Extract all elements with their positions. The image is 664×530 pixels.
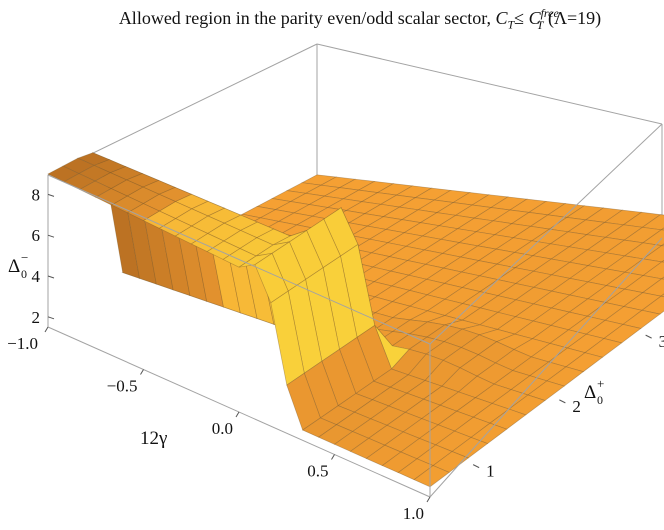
surface-cell bbox=[660, 276, 664, 280]
z-tick-label: 6 bbox=[32, 226, 41, 245]
title-ct-free: CfreeT bbox=[528, 6, 559, 32]
surface-cell bbox=[660, 243, 664, 247]
tick-mark bbox=[559, 399, 566, 404]
tick-mark bbox=[331, 454, 335, 460]
tick-mark bbox=[645, 334, 652, 339]
surface-cell bbox=[660, 293, 664, 298]
y-label-sup: + bbox=[597, 376, 604, 391]
title-ct: CT bbox=[495, 8, 515, 32]
y-tick-label: 3 bbox=[659, 332, 664, 351]
tick-mark bbox=[44, 326, 49, 333]
x-tick-label: 0.5 bbox=[307, 462, 328, 481]
y-label-sub: 0 bbox=[597, 393, 603, 407]
x-tick-label: −1.0 bbox=[7, 334, 38, 353]
z-tick-label: 2 bbox=[32, 308, 41, 327]
surface-cell bbox=[641, 278, 664, 297]
tick-mark bbox=[47, 316, 55, 320]
surface-cell bbox=[584, 338, 623, 358]
x-tick-label: −0.5 bbox=[107, 377, 138, 396]
tick-mark bbox=[472, 464, 480, 469]
z-label-sup: − bbox=[21, 250, 28, 265]
title-text: Allowed region in the parity even/odd sc… bbox=[118, 8, 491, 28]
bounding-box-back bbox=[47, 43, 663, 327]
tick-mark bbox=[47, 275, 55, 279]
z-label-base: Δ bbox=[8, 256, 20, 277]
y-label-base: Δ bbox=[584, 382, 596, 403]
tick-mark bbox=[47, 234, 55, 238]
surface-cell bbox=[470, 422, 508, 444]
surface bbox=[47, 152, 664, 488]
surface-cell bbox=[660, 259, 664, 263]
surface-cell bbox=[413, 465, 450, 488]
z-label-sub: 0 bbox=[21, 267, 27, 281]
surface-cell bbox=[603, 324, 642, 344]
axis-ticks: −1.0−0.50.00.51.012342468 bbox=[7, 185, 664, 523]
tick-mark bbox=[140, 369, 144, 375]
tick-mark bbox=[47, 193, 55, 197]
chart-title: Allowed region in the parity even/odd sc… bbox=[118, 6, 602, 32]
y-axis-label: Δ 0 + bbox=[584, 376, 604, 407]
z-axis-label: Δ 0 − bbox=[8, 250, 28, 281]
tick-mark bbox=[235, 411, 240, 418]
tick-mark bbox=[426, 496, 431, 503]
x-axis-label: 12γ bbox=[140, 428, 167, 449]
surface-cell bbox=[660, 227, 664, 231]
x-tick-label: 0.0 bbox=[212, 419, 233, 438]
y-tick-label: 1 bbox=[486, 462, 495, 481]
title-lambda: (Λ=19) bbox=[547, 8, 602, 28]
surface-cell bbox=[642, 261, 664, 280]
surface-cell bbox=[527, 380, 565, 401]
x-tick-label: 1.0 bbox=[403, 504, 424, 523]
z-tick-label: 8 bbox=[32, 185, 41, 204]
y-tick-label: 2 bbox=[572, 397, 581, 416]
z-tick-label: 4 bbox=[32, 267, 41, 286]
